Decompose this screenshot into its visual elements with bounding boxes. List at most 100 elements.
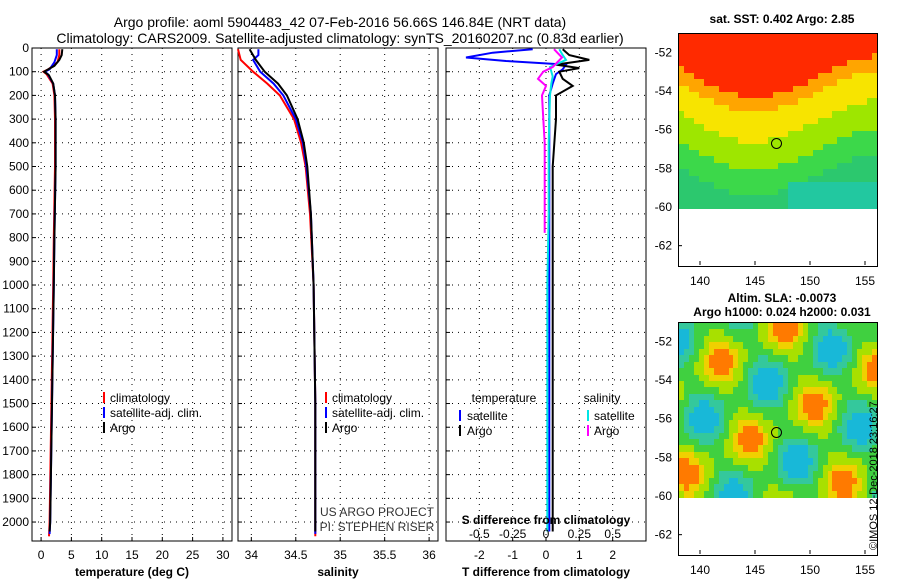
map-cell: [758, 374, 764, 382]
map-cell: [708, 195, 715, 203]
map-cell: [708, 104, 715, 112]
map-cell: [743, 53, 749, 61]
map-cell: [763, 400, 769, 408]
map-cell: [837, 92, 843, 100]
map-cell: [713, 400, 720, 408]
map-cell: [782, 182, 789, 190]
lat-tick-label: -56: [655, 123, 673, 137]
map-cell: [773, 130, 779, 138]
map-cell: [807, 323, 814, 331]
map-cell: [778, 477, 784, 485]
map-cell: [822, 169, 829, 177]
map-cell: [743, 342, 749, 350]
map-cell: [778, 342, 784, 350]
map-cell: [792, 34, 799, 42]
credit-label: ©IMOS 12-Dec-2018 23:16:27: [868, 401, 880, 550]
map-cell: [733, 342, 739, 350]
map-cell: [822, 432, 829, 440]
map-cell: [688, 471, 695, 479]
map-cell: [827, 348, 834, 356]
map-cell: [822, 34, 829, 42]
map-cell: [748, 471, 754, 479]
map-cell: [782, 59, 789, 67]
map-cell: [812, 426, 819, 434]
map-cell: [842, 188, 848, 196]
map-cell: [718, 182, 725, 190]
map-cell: [743, 413, 749, 421]
map-cell: [768, 329, 774, 337]
map-cell: [862, 169, 868, 177]
map-cell: [698, 150, 705, 158]
map-cell: [822, 381, 829, 389]
map-cell: [698, 59, 705, 67]
map-cell: [743, 445, 749, 453]
map-cell: [683, 143, 690, 151]
map-cell: [703, 66, 710, 74]
map-cell: [713, 124, 720, 132]
map-cell: [758, 169, 764, 177]
map-cell: [837, 156, 843, 164]
legend-title-temperature: temperature: [472, 391, 537, 405]
map-cell: [847, 130, 853, 138]
map-cell: [728, 111, 735, 119]
legend-label: satellite-adj. clim.: [332, 406, 424, 420]
map-cell: [847, 458, 853, 466]
map-cell: [817, 72, 824, 80]
map-cell: [847, 335, 853, 343]
map-cell: [812, 111, 819, 119]
legend-label: Argo: [332, 421, 358, 435]
map-cell: [822, 458, 829, 466]
map-cell: [802, 150, 809, 158]
map-cell: [738, 426, 744, 434]
map-cell: [738, 169, 744, 177]
map-cell: [723, 66, 730, 74]
series-line-temperature-2: [42, 49, 64, 532]
map-cell: [797, 342, 804, 350]
map-cell: [738, 348, 744, 356]
map-cell: [817, 348, 824, 356]
map-cell: [743, 188, 749, 196]
map-cell: [862, 98, 868, 106]
map-cell: [748, 490, 754, 498]
map-cell: [728, 361, 735, 369]
map-cell: [708, 342, 715, 350]
map-cell: [857, 335, 863, 343]
x-tick-label: 5: [68, 548, 75, 562]
map-cell: [758, 323, 764, 331]
legend-label: Argo: [467, 424, 493, 438]
map-cell: [852, 335, 858, 343]
map-cell: [733, 323, 739, 331]
map-cell: [679, 368, 685, 376]
map-cell: [812, 59, 819, 67]
map-cell: [857, 137, 863, 145]
map-cell: [679, 381, 685, 389]
map-cell: [693, 355, 700, 363]
map-cell: [723, 79, 730, 87]
map-cell: [807, 188, 814, 196]
map-cell: [872, 374, 877, 382]
map-cell: [807, 413, 814, 421]
map-cell: [797, 98, 804, 106]
map-cell: [703, 471, 710, 479]
map-cell: [852, 66, 858, 74]
map-cell: [857, 451, 863, 459]
map-cell: [832, 335, 838, 343]
map-cell: [822, 348, 829, 356]
series-line-difference-3: [536, 48, 564, 233]
map-cell: [817, 34, 824, 42]
map-cell: [753, 458, 759, 466]
map-cell: [683, 188, 690, 196]
map-cell: [758, 201, 764, 209]
map-cell: [872, 393, 877, 401]
map-cell: [797, 143, 804, 151]
map-cell: [753, 188, 759, 196]
map-cell: [773, 85, 779, 93]
map-cell: [713, 406, 720, 414]
map-cell: [832, 477, 838, 485]
map-cell: [773, 66, 779, 74]
map-cell: [723, 458, 730, 466]
map-cell: [713, 426, 720, 434]
map-cell: [708, 368, 715, 376]
map-cell: [817, 53, 824, 61]
map-cell: [738, 381, 744, 389]
